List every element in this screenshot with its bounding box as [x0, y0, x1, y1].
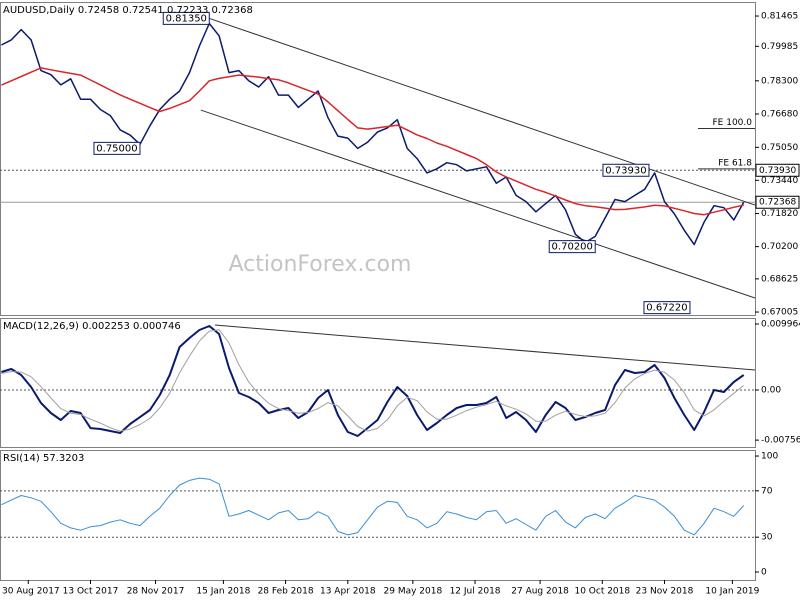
y-tick-label: 0: [761, 567, 767, 577]
series-line: [1, 22, 745, 246]
x-tick-label: 28 Feb 2018: [258, 587, 314, 597]
annotation-box: [643, 301, 691, 315]
level-box: [755, 195, 800, 209]
series-line: [1, 325, 745, 437]
y-tick-label: 0.70200: [761, 242, 798, 252]
y-tick-label: 0.71820: [761, 209, 798, 219]
panel-title: RSI(14) 57.3203: [3, 453, 84, 464]
series-line: [1, 329, 745, 432]
x-tick-label: 10 Oct 2018: [574, 587, 630, 597]
x-tick-label: 27 Aug 2018: [511, 587, 569, 597]
y-tick-label: 0.79985: [761, 42, 798, 52]
y-tick-label: 70: [761, 486, 773, 496]
panel-frame: [0, 450, 756, 581]
annotation-label: 0.70200: [552, 242, 593, 253]
y-tick-label: 0.78300: [761, 76, 798, 86]
y-tick-label: 0.75050: [761, 143, 798, 153]
x-tick-label: 10 Jan 2019: [705, 587, 759, 597]
annotation-box: [602, 163, 650, 177]
y-tick-label: 0.73440: [761, 176, 798, 186]
fib-label: FE 61.8: [718, 158, 752, 168]
annotation-label: 0.73930: [605, 165, 646, 176]
annotation-label: 0.67220: [646, 303, 687, 314]
level-label: 0.73930: [759, 166, 796, 176]
series-line: [1, 477, 745, 536]
x-tick-label: 13 Apr 2018: [320, 587, 376, 597]
x-tick-label: 28 Nov 2017: [127, 587, 185, 597]
series-line: [1, 67, 744, 216]
y-tick-label: 0.76680: [761, 109, 798, 119]
panel-title: AUDUSD,Daily 0.72458 0.72541 0.72233 0.7…: [3, 5, 253, 16]
trendline: [204, 16, 756, 206]
y-tick-label: 0.68625: [761, 274, 798, 284]
panel-title: MACD(12,26,9) 0.002253 0.000746: [3, 321, 181, 332]
annotation-label: 0.81350: [166, 13, 207, 24]
y-tick-label: 30: [761, 533, 773, 543]
y-tick-label: 0.009964: [761, 320, 800, 330]
watermark: ActionForex.com: [229, 252, 412, 277]
x-tick-label: 30 Aug 2017: [2, 587, 60, 597]
x-tick-label: 23 Nov 2018: [636, 587, 694, 597]
panel-frame: [0, 2, 756, 316]
x-tick-label: 13 Oct 2017: [63, 587, 119, 597]
x-tick-label: 12 Jul 2018: [450, 587, 501, 597]
x-tick-label: 15 Jan 2018: [196, 587, 250, 597]
fib-label: FE 100.0: [713, 118, 753, 128]
annotation-box: [162, 11, 210, 25]
trendline: [214, 324, 756, 371]
level-box: [755, 163, 800, 177]
x-tick-label: 29 May 2018: [384, 587, 443, 597]
y-tick-label: 0.81465: [761, 12, 798, 22]
y-tick-label: 0.00: [761, 386, 781, 396]
y-tick-label: 100: [761, 452, 778, 462]
trendline: [200, 109, 756, 299]
annotation-box: [548, 240, 596, 254]
level-label: 0.72368: [759, 198, 796, 208]
annotation-box: [93, 141, 141, 155]
y-tick-label: -0.00756: [761, 436, 800, 446]
y-tick-label: 0.67005: [761, 308, 798, 318]
annotation-label: 0.75000: [96, 143, 137, 154]
